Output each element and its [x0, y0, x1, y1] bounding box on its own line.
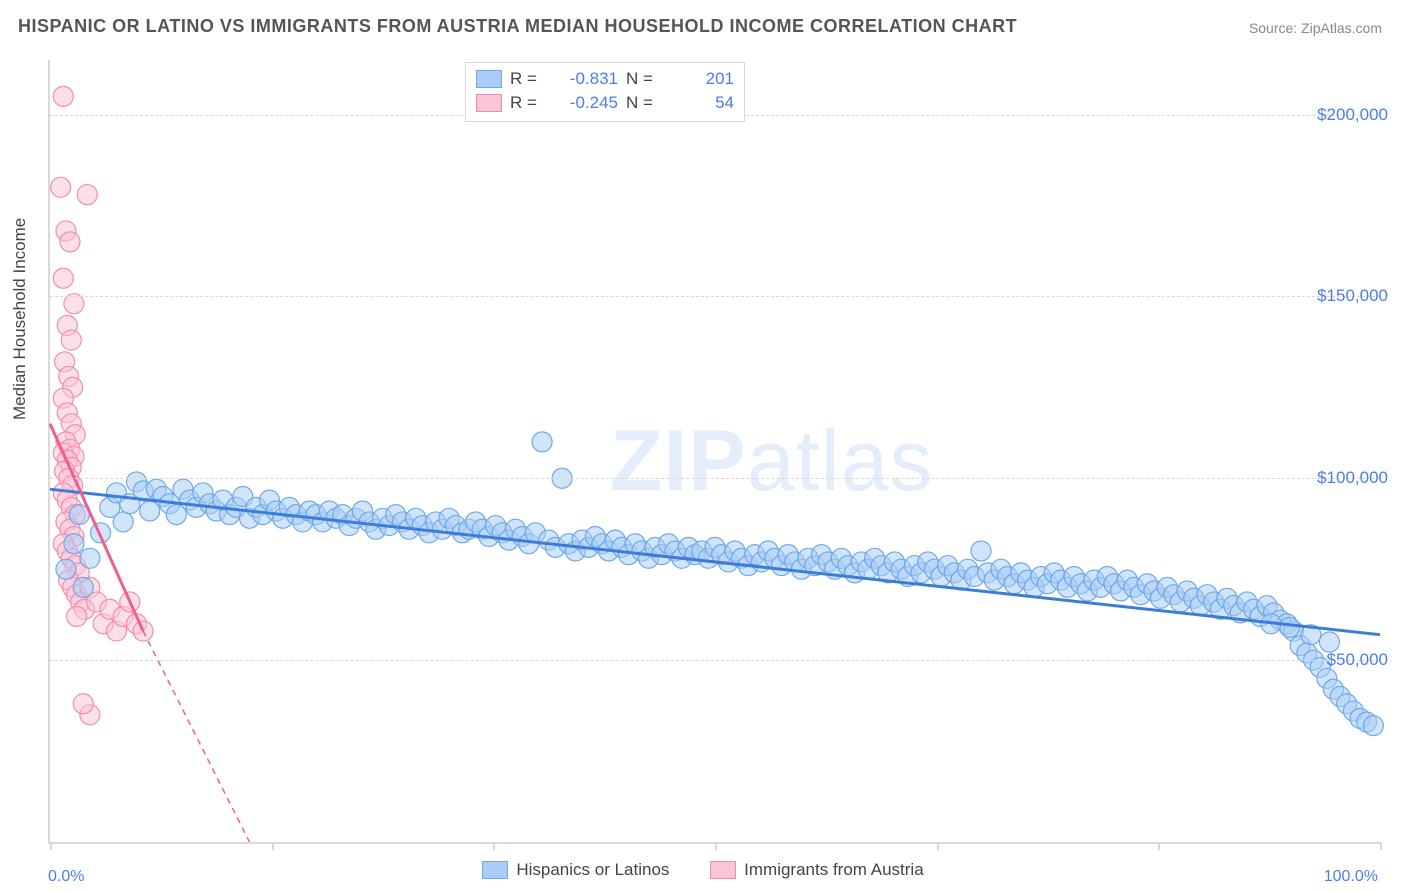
y-tick-label: $200,000: [1317, 105, 1388, 125]
gridline: [50, 296, 1380, 297]
data-point: [51, 177, 71, 197]
swatch-blue: [476, 70, 502, 88]
x-tick: [272, 842, 274, 850]
source-link[interactable]: ZipAtlas.com: [1301, 20, 1382, 36]
x-tick: [1380, 842, 1382, 850]
y-tick-label: $50,000: [1327, 650, 1388, 670]
data-point: [532, 432, 552, 452]
data-point: [113, 512, 133, 532]
x-tick: [50, 842, 52, 850]
chart-canvas: [50, 60, 1380, 842]
chart-title: HISPANIC OR LATINO VS IMMIGRANTS FROM AU…: [18, 16, 1017, 37]
plot-area: ZIPatlas: [48, 60, 1380, 844]
swatch-pink: [476, 94, 502, 112]
data-point: [60, 232, 80, 252]
data-point: [1319, 632, 1339, 652]
legend-stats-row-blue: R =-0.831 N =201: [476, 67, 734, 91]
swatch-pink-icon: [710, 861, 736, 879]
trend-line-pink-extrapolated: [143, 631, 249, 842]
data-point: [64, 534, 84, 554]
gridline: [50, 478, 1380, 479]
source-attribution: Source: ZipAtlas.com: [1249, 20, 1382, 36]
y-axis-label: Median Household Income: [10, 218, 30, 420]
source-label: Source:: [1249, 20, 1297, 36]
legend-stats-row-pink: R =-0.245 N =54: [476, 91, 734, 115]
gridline: [50, 660, 1380, 661]
x-tick: [937, 842, 939, 850]
data-point: [1280, 617, 1300, 637]
y-tick-label: $150,000: [1317, 286, 1388, 306]
data-point: [53, 86, 73, 106]
data-point: [61, 330, 81, 350]
trend-line-blue: [50, 489, 1380, 634]
data-point: [971, 541, 991, 561]
legend-series: Hispanics or Latinos Immigrants from Aus…: [0, 860, 1406, 884]
data-point: [53, 268, 73, 288]
x-tick: [1158, 842, 1160, 850]
legend-item-pink: Immigrants from Austria: [710, 860, 924, 880]
data-point: [80, 548, 100, 568]
x-tick: [715, 842, 717, 850]
data-point: [56, 559, 76, 579]
data-point: [73, 694, 93, 714]
x-tick: [493, 842, 495, 850]
data-point: [77, 185, 97, 205]
y-tick-label: $100,000: [1317, 468, 1388, 488]
data-point: [73, 577, 93, 597]
data-point: [1363, 716, 1383, 736]
legend-stats: R =-0.831 N =201 R =-0.245 N =54: [465, 62, 745, 122]
legend-item-blue: Hispanics or Latinos: [482, 860, 669, 880]
data-point: [67, 606, 87, 626]
swatch-blue-icon: [482, 861, 508, 879]
